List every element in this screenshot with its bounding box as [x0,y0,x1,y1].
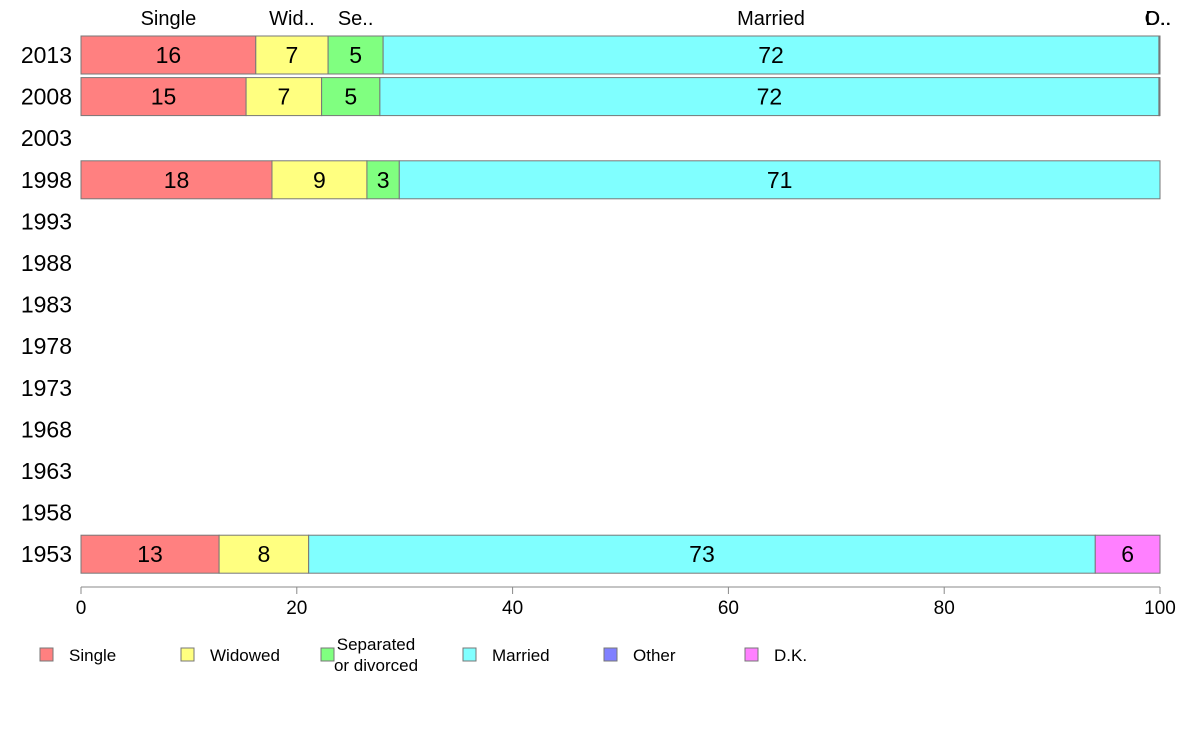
legend-label-line: or divorced [334,656,418,675]
legend-swatch [320,647,335,662]
bar-segment [379,77,1160,117]
legend-label-line: Separated [337,635,415,654]
y-tick-label: 1988 [21,250,72,276]
y-tick-label: 1993 [21,208,72,234]
legend-label: Widowed [210,646,280,665]
y-tick-label: 1953 [21,541,72,567]
data-label: 3 [377,167,390,193]
y-tick-label: 1978 [21,333,72,359]
data-label: 71 [767,167,793,193]
x-tick-label: 40 [502,598,523,619]
y-tick-label: 1973 [21,375,72,401]
bar-segment [1094,534,1161,574]
bar-segment [80,534,220,574]
data-label: 73 [689,541,715,567]
data-label: 72 [758,42,784,68]
data-label: 8 [257,541,270,567]
data-label: 72 [757,84,783,110]
y-axis-labels: 2013 2008 2003 1998 1993 1988 1983 1978 1973 1968… [21,42,72,567]
header-label: Wid.. [269,8,315,30]
bar-segment [398,160,1161,200]
data-label: 15 [151,84,177,110]
bar-segment [245,77,323,117]
y-tick-label: 1968 [21,416,72,442]
legend-label: Married [492,646,550,665]
data-label: 5 [344,84,357,110]
legend-swatch [39,647,54,662]
data-label: 13 [137,541,163,567]
data-label: 7 [277,84,290,110]
bar-segment [366,160,400,200]
header-labels: Single Wid.. Se.. Married O..D.. [141,8,1172,30]
data-label: 16 [156,42,182,68]
header-label: Married [737,8,805,30]
y-tick-label: 2008 [21,84,72,110]
legend-label: Single [69,646,116,665]
bar-segment [80,160,273,200]
bar-segment [321,77,381,117]
data-label: 5 [349,42,362,68]
legend-label: Separated or divorced [334,635,418,675]
y-tick-label: 2013 [21,42,72,68]
bar-segment [255,35,329,75]
data-label: 6 [1121,541,1134,567]
bar-segment [308,534,1096,574]
bar-segment [1158,35,1161,75]
legend-swatch [744,647,759,662]
bar-segment [80,77,247,117]
y-tick-label: 1963 [21,458,72,484]
y-tick-label: 1983 [21,292,72,318]
legend-label: Other [633,646,676,665]
data-label: 18 [164,167,190,193]
bar-segment [1158,77,1161,117]
x-tick-label: 80 [934,598,955,619]
data-label: 9 [313,167,326,193]
y-tick-label: 1998 [21,167,72,193]
legend: Single Widowed Separated or divorced Married… [39,635,807,675]
data-label: 7 [286,42,299,68]
x-tick-label: 100 [1144,598,1176,619]
legend-label: D.K. [774,646,807,665]
legend-swatch [180,647,195,662]
header-label: Single [141,8,197,30]
y-tick-label: 1958 [21,500,72,526]
legend-swatch [603,647,618,662]
x-axis: 0 20 40 60 80 100 [76,586,1176,619]
x-tick-label: 60 [718,598,739,619]
bars: 16 7 5 72 15 7 5 72 18 9 3 71 13 8 73 6 [80,35,1161,574]
header-label: D.. [1145,8,1171,30]
x-tick-label: 0 [76,598,87,619]
x-tick-label: 20 [286,598,307,619]
legend-swatch [462,647,477,662]
header-label: O.. [1145,8,1172,30]
y-tick-label: 2003 [21,125,72,151]
header-label: Se.. [338,8,374,30]
